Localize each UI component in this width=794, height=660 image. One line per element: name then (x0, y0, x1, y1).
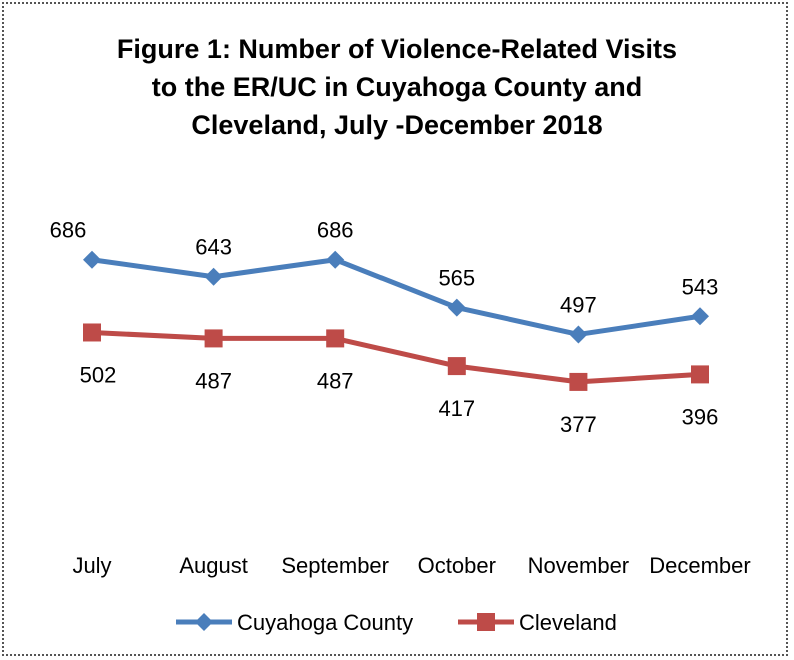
point-0-3 (447, 298, 466, 317)
legend-marker-1 (477, 613, 495, 631)
point-1-0 (83, 323, 101, 342)
data-label-1-5: 396 (682, 404, 719, 429)
x-tick-label-3: October (418, 553, 496, 578)
data-label-0-5: 543 (682, 274, 719, 299)
x-tick-label-4: November (528, 553, 629, 578)
chart-title-line-3: Cleveland, July -December 2018 (191, 110, 603, 140)
chart-title: Figure 1: Number of Violence-Related Vis… (0, 30, 794, 144)
point-1-2 (326, 329, 345, 348)
data-label-0-2: 686 (317, 218, 354, 243)
chart-title-line-1: Figure 1: Number of Violence-Related Vis… (116, 34, 678, 64)
point-1-4 (569, 372, 588, 391)
data-label-0-3: 565 (438, 266, 475, 291)
legend-marker-0 (195, 613, 213, 631)
point-1-3 (447, 357, 466, 376)
data-label-1-0: 502 (80, 362, 117, 387)
data-label-0-1: 643 (195, 235, 232, 260)
data-label-1-4: 377 (560, 412, 597, 437)
point-0-5 (691, 307, 709, 326)
data-label-0-4: 497 (560, 292, 597, 317)
series-line-1 (89, 329, 703, 385)
data-label-1-1: 487 (195, 368, 232, 393)
data-label-1-2: 487 (317, 368, 354, 393)
series-line-0 (89, 257, 703, 337)
point-0-0 (83, 250, 101, 269)
point-0-1 (204, 267, 223, 286)
point-1-1 (204, 329, 223, 348)
x-tick-label-1: August (179, 553, 248, 578)
x-tick-label-2: September (281, 553, 389, 578)
x-tick-label-5: December (649, 553, 750, 578)
point-0-2 (326, 250, 345, 269)
point-0-4 (569, 325, 588, 344)
x-tick-label-0: July (72, 553, 111, 578)
point-1-5 (691, 365, 709, 384)
data-label-1-3: 417 (438, 396, 475, 421)
legend-label-1: Cleveland (519, 610, 617, 635)
data-label-0-0: 686 (50, 218, 87, 243)
chart-title-line-2: to the ER/UC in Cuyahoga County and (151, 72, 643, 102)
legend-label-0: Cuyahoga County (237, 610, 413, 635)
